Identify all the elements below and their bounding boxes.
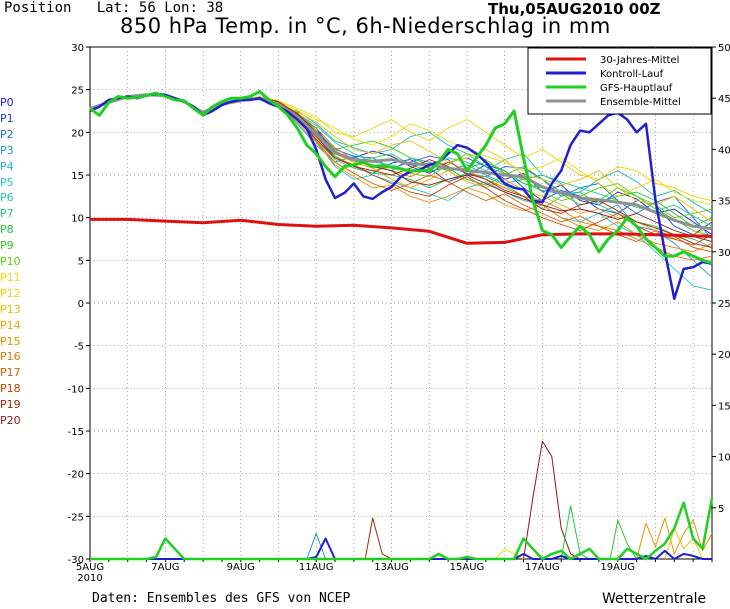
y-right-tick-label: 15 xyxy=(718,401,730,412)
member-label-p3: P3 xyxy=(0,143,14,157)
precip-line-p8 xyxy=(560,505,590,560)
member-label-p11: P11 xyxy=(0,270,21,284)
y-left-tick-label: -20 xyxy=(68,470,84,481)
legend-label: Kontroll-Lauf xyxy=(600,69,664,80)
brand-label: Wetterzentrale xyxy=(602,591,707,607)
member-label-p7: P7 xyxy=(0,207,14,221)
x-tick-label: 19AUG xyxy=(600,562,635,573)
y-left-tick-label: -5 xyxy=(74,342,84,353)
x-tick-label: 9AUG xyxy=(227,562,255,573)
y-left-tick-label: -25 xyxy=(68,512,84,523)
member-label-p16: P16 xyxy=(0,350,21,364)
climatology-line xyxy=(90,217,713,245)
y-right-tick-label: 10 xyxy=(718,453,730,464)
operational-run-line xyxy=(89,89,713,265)
y-right-tick-label: 25 xyxy=(718,299,730,310)
precip-line-p13 xyxy=(664,527,704,560)
x-tick-label: 7AUG xyxy=(151,562,179,573)
y-left-tick-label: 20 xyxy=(71,128,84,139)
precip-line-p3 xyxy=(306,532,327,560)
run-date: Thu,05AUG2010 00Z xyxy=(488,0,661,18)
member-label-p1: P1 xyxy=(0,111,14,125)
position-header: Position Lat: 56 Lon: 38 xyxy=(4,0,223,16)
y-right-tick-label: 30 xyxy=(718,248,730,259)
member-label-p8: P8 xyxy=(0,223,14,237)
legend-label: 30-Jahres-Mittel xyxy=(600,55,679,66)
x-tick-sublabel: 2010 xyxy=(77,573,102,584)
member-label-p19: P19 xyxy=(0,398,21,412)
lon-value: 38 xyxy=(206,0,224,16)
member-label-p13: P13 xyxy=(0,302,21,316)
legend-label: GFS-Hauptlauf xyxy=(600,83,673,94)
precip-line-p19 xyxy=(364,517,392,560)
y-left-tick-label: -10 xyxy=(68,384,84,395)
y-right-tick-label: 50 xyxy=(718,43,730,54)
x-tick-label: 11AUG xyxy=(299,562,334,573)
y-right-tick-label: 40 xyxy=(718,145,730,156)
member-label-p9: P9 xyxy=(0,239,14,253)
member-label-p0: P0 xyxy=(0,96,14,109)
member-label-p15: P15 xyxy=(0,334,21,348)
member-label-p18: P18 xyxy=(0,382,21,396)
y-right-tick-label: 20 xyxy=(718,350,730,361)
data-source: Daten: Ensembles des GFS von NCEP xyxy=(92,591,351,606)
y-left-tick-label: 10 xyxy=(71,214,84,225)
member-label-p4: P4 xyxy=(0,159,14,173)
precip-line-p15 xyxy=(636,517,713,560)
member-label-p12: P12 xyxy=(0,286,21,300)
y-left-tick-label: 0 xyxy=(78,299,84,310)
x-tick-label: 17AUG xyxy=(525,562,560,573)
lat-value: 56 xyxy=(138,0,156,16)
member-label-p6: P6 xyxy=(0,191,14,205)
position-label: Position xyxy=(4,0,72,16)
member-label-p14: P14 xyxy=(0,318,21,332)
precip-line-p20 xyxy=(523,440,581,560)
lat-label: Lat: xyxy=(96,0,131,16)
lon-label: Lon: xyxy=(164,0,198,16)
legend-label: Ensemble-Mittel xyxy=(600,97,681,108)
y-left-tick-label: -15 xyxy=(68,427,84,438)
y-left-tick-label: 5 xyxy=(78,256,84,267)
member-label-p20: P20 xyxy=(0,414,21,427)
y-right-tick-label: 35 xyxy=(718,197,730,208)
x-tick-label: 15AUG xyxy=(450,562,485,573)
y-left-tick-label: 15 xyxy=(71,171,84,182)
chart-title: 850 hPa Temp. in °C, 6h-Niederschlag in … xyxy=(120,14,611,38)
y-left-tick-label: 30 xyxy=(71,43,84,54)
y-right-tick-label: 45 xyxy=(718,94,730,105)
member-label-p17: P17 xyxy=(0,366,21,380)
x-tick-label: 13AUG xyxy=(374,562,409,573)
y-left-tick-label: -30 xyxy=(68,555,84,566)
y-right-tick-label: 5 xyxy=(718,504,724,515)
x-tick-label: 5AUG xyxy=(76,562,104,573)
member-label-p10: P10 xyxy=(0,255,21,268)
member-label-p2: P2 xyxy=(0,127,14,141)
plot-frame xyxy=(89,46,713,560)
member-label-p5: P5 xyxy=(0,175,14,189)
operational-run-precip-line xyxy=(90,497,714,561)
y-left-tick-label: 25 xyxy=(71,86,84,97)
